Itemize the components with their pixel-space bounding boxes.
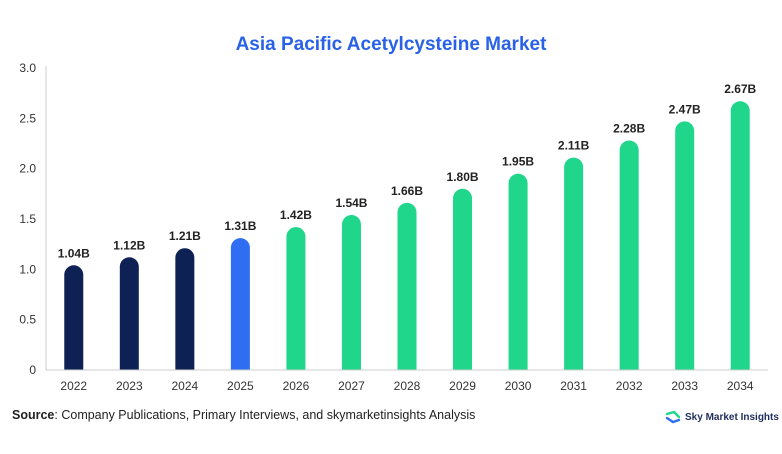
y-tick-label: 1.0 xyxy=(19,262,36,276)
brand: Sky Market Insights xyxy=(665,410,779,424)
source-note: Source: Company Publications, Primary In… xyxy=(12,408,475,422)
data-label-2023: 1.12B xyxy=(113,238,145,252)
bar-2026 xyxy=(286,227,306,370)
x-tick-label: 2023 xyxy=(116,379,143,393)
bar-2028 xyxy=(397,202,417,370)
bar-2023 xyxy=(119,257,139,370)
bars xyxy=(64,101,750,371)
brand-name: Sky Market Insights xyxy=(685,411,779,423)
data-label-2022: 1.04B xyxy=(58,246,90,260)
data-label-2032: 2.28B xyxy=(613,121,645,135)
x-tick-label: 2029 xyxy=(449,379,476,393)
x-tick-label: 2025 xyxy=(227,379,254,393)
y-tick-label: 3.0 xyxy=(19,61,36,75)
bar-2032 xyxy=(619,140,639,370)
x-tick-label: 2031 xyxy=(560,379,587,393)
x-tick-label: 2027 xyxy=(338,379,365,393)
data-label-2028: 1.66B xyxy=(391,184,423,198)
x-tick-label: 2022 xyxy=(60,379,87,393)
sky-market-insights-logo-icon xyxy=(665,410,681,424)
x-axis: 2022 2023 2024 2025 2026 2027 2028 2029 2030 2031… xyxy=(46,369,768,393)
data-label-2025: 1.31B xyxy=(224,219,256,233)
x-tick-label: 2032 xyxy=(616,379,643,393)
chart-title: Asia Pacific Acetylcysteine Market xyxy=(235,34,547,55)
source-label: Source xyxy=(12,408,55,422)
bar-2022 xyxy=(64,265,84,370)
y-tick-label: 0.5 xyxy=(19,313,36,327)
x-tick-label: 2024 xyxy=(171,379,198,393)
data-label-2026: 1.42B xyxy=(280,208,312,222)
data-label-2030: 1.95B xyxy=(502,155,534,169)
y-tick-label: 0 xyxy=(29,363,36,377)
bar-2030 xyxy=(508,173,528,370)
data-label-2024: 1.21B xyxy=(169,229,201,243)
bar-2025 xyxy=(230,238,250,370)
x-tick-label: 2033 xyxy=(671,379,698,393)
data-label-2027: 1.54B xyxy=(335,196,367,210)
x-tick-label: 2026 xyxy=(283,379,310,393)
bar-2031 xyxy=(564,157,584,370)
data-label-2034: 2.67B xyxy=(724,82,756,96)
y-tick-label: 2.5 xyxy=(19,111,36,125)
data-label-2033: 2.47B xyxy=(669,102,701,116)
x-tick-label: 2034 xyxy=(727,379,754,393)
source-text: : Company Publications, Primary Intervie… xyxy=(54,408,476,422)
bar-2034 xyxy=(730,101,750,371)
bar-2033 xyxy=(675,121,695,371)
y-tick-label: 1.5 xyxy=(19,212,36,226)
bar-2024 xyxy=(175,248,195,370)
y-tick-label: 2.0 xyxy=(19,162,36,176)
bar-2027 xyxy=(341,214,361,370)
x-tick-label: 2028 xyxy=(394,379,421,393)
data-label-2031: 2.11B xyxy=(558,139,590,153)
x-tick-label: 2030 xyxy=(505,379,532,393)
data-label-2029: 1.80B xyxy=(447,170,479,184)
y-axis: 0 0.5 1.0 1.5 2.0 2.5 3.0 xyxy=(19,61,47,377)
bar-2029 xyxy=(453,188,473,370)
data-labels: 1.04B 1.12B 1.21B 1.31B 1.42B 1.54B 1.66B 1.80B… xyxy=(58,82,757,260)
